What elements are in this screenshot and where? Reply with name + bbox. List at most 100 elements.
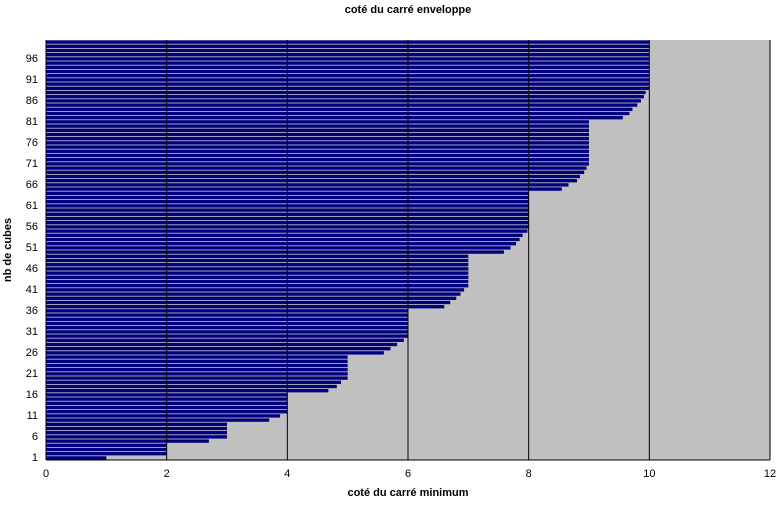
- bar: [46, 61, 650, 65]
- bar: [46, 380, 342, 384]
- bar: [46, 107, 633, 111]
- bar: [46, 116, 623, 120]
- bar: [46, 65, 650, 69]
- bar: [46, 414, 281, 418]
- bar: [46, 263, 469, 267]
- bar: [46, 300, 451, 305]
- y-axis-label: nb de cubes: [2, 218, 14, 282]
- bar: [46, 246, 511, 250]
- x-tick-label: 4: [284, 468, 290, 480]
- bar: [46, 162, 589, 166]
- bar: [46, 326, 408, 330]
- bar: [46, 124, 589, 128]
- bar: [46, 431, 227, 435]
- y-tick-label: 66: [26, 179, 38, 191]
- bar: [46, 137, 589, 141]
- bar: [46, 338, 404, 342]
- y-tick-label: 46: [26, 263, 38, 275]
- bar: [46, 452, 167, 456]
- bar: [46, 317, 408, 321]
- bar: [46, 368, 348, 372]
- bar: [46, 347, 391, 351]
- bar: [46, 267, 469, 271]
- bar: [46, 359, 348, 363]
- bar: [46, 158, 589, 162]
- bar: [46, 271, 469, 275]
- bar: [46, 309, 408, 313]
- x-tick-label: 12: [764, 468, 776, 480]
- bar: [46, 439, 209, 443]
- bar: [46, 275, 469, 279]
- bar: [46, 426, 227, 431]
- y-tick-label: 61: [26, 200, 38, 212]
- bar: [46, 145, 589, 149]
- y-tick-label: 16: [26, 389, 38, 401]
- bar: [46, 166, 587, 170]
- bar: [46, 120, 589, 124]
- bar: [46, 422, 227, 426]
- y-tick-label: 56: [26, 221, 38, 233]
- y-tick-label: 36: [26, 305, 38, 317]
- x-tick-label: 6: [405, 468, 411, 480]
- bar: [46, 342, 398, 347]
- bar: [46, 69, 650, 74]
- bar: [46, 95, 644, 99]
- y-tick-label: 21: [26, 368, 38, 380]
- bar: [46, 86, 650, 90]
- bar: [46, 111, 630, 116]
- y-tick-label: 26: [26, 347, 38, 359]
- bar: [46, 57, 650, 61]
- y-tick-label: 11: [27, 410, 38, 422]
- bar: [46, 334, 408, 338]
- y-tick-label: 91: [26, 74, 38, 86]
- bar: [46, 447, 167, 452]
- bar: [46, 128, 589, 132]
- bar: [46, 313, 408, 317]
- bar: [46, 132, 589, 137]
- bar: [46, 174, 580, 179]
- bar: [46, 305, 445, 309]
- bar: [46, 321, 408, 326]
- bar: [46, 233, 523, 237]
- bar: [46, 53, 650, 57]
- bar: [46, 279, 469, 284]
- y-tick-label: 6: [32, 431, 38, 443]
- bar: [46, 284, 469, 288]
- bar: [46, 153, 589, 158]
- bar: [46, 40, 650, 44]
- bar: [46, 330, 408, 334]
- bar: [46, 48, 650, 53]
- bar: [46, 376, 348, 380]
- y-tick-label: 41: [26, 284, 38, 296]
- y-tick-label: 96: [26, 53, 38, 65]
- x-tick-label: 8: [526, 468, 532, 480]
- bar: [46, 250, 504, 254]
- bar: [46, 99, 641, 103]
- bar: [46, 443, 167, 447]
- bar: [46, 149, 589, 153]
- bar: [46, 170, 585, 174]
- x-tick-label: 2: [164, 468, 170, 480]
- bar: [46, 141, 589, 145]
- bar: [46, 179, 577, 183]
- bar: [46, 296, 457, 300]
- x-tick-label: 0: [43, 468, 49, 480]
- y-tick-label: 1: [32, 452, 38, 464]
- bar: [46, 237, 520, 242]
- x-tick-label: 10: [643, 468, 655, 480]
- bar: [46, 229, 528, 233]
- bar: [46, 351, 384, 355]
- y-tick-label: 76: [26, 137, 38, 149]
- bar: [46, 355, 348, 359]
- bar: [46, 90, 646, 95]
- bar: [46, 187, 562, 191]
- y-tick-label: 71: [26, 158, 38, 170]
- chart-title: coté du carré enveloppe: [345, 4, 472, 16]
- bar: [46, 456, 107, 460]
- bar: [46, 74, 650, 78]
- bar: [46, 418, 270, 422]
- bar: [46, 292, 461, 296]
- bar: [46, 254, 469, 258]
- y-tick-label: 86: [26, 95, 38, 107]
